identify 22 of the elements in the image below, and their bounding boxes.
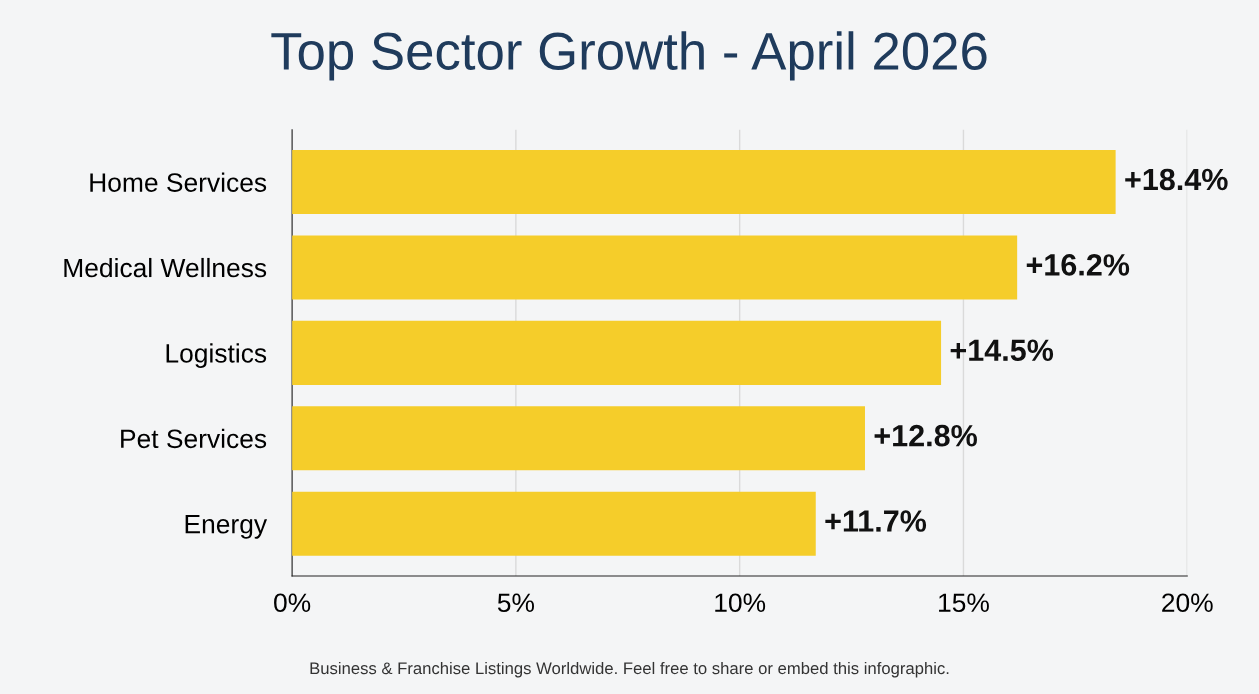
- data-label: +16.2%: [1026, 254, 1130, 276]
- x-tick-label: 10%: [715, 593, 766, 613]
- data-label: +14.5%: [950, 339, 1054, 362]
- x-tick-label: 5%: [497, 593, 535, 613]
- bar: [292, 491, 816, 556]
- data-label: +12.8%: [874, 424, 977, 447]
- bar: [292, 235, 1018, 300]
- data-label: +11.7%: [825, 510, 927, 532]
- bar: [292, 150, 1116, 215]
- bar: [292, 320, 942, 385]
- y-tick-label: Energy: [185, 515, 268, 539]
- bar: [292, 406, 865, 471]
- x-tick-label: 20%: [1162, 593, 1213, 613]
- x-tick-label: 15%: [939, 593, 989, 613]
- data-label: +18.4%: [1125, 168, 1228, 191]
- y-tick-label: Medical Wellness: [64, 257, 267, 278]
- y-tick-label: Home Services: [90, 172, 267, 192]
- y-tick-label: Pet Services: [121, 428, 267, 449]
- text: Business & Franchise Listings Worldwide. Feel free to share or embed this infographic.: [310, 661, 949, 678]
- y-tick-label: Logistics: [166, 343, 267, 368]
- x-tick-label: 0%: [274, 593, 311, 613]
- chart-title: Top Sector Growth - April 2026: [271, 31, 987, 81]
